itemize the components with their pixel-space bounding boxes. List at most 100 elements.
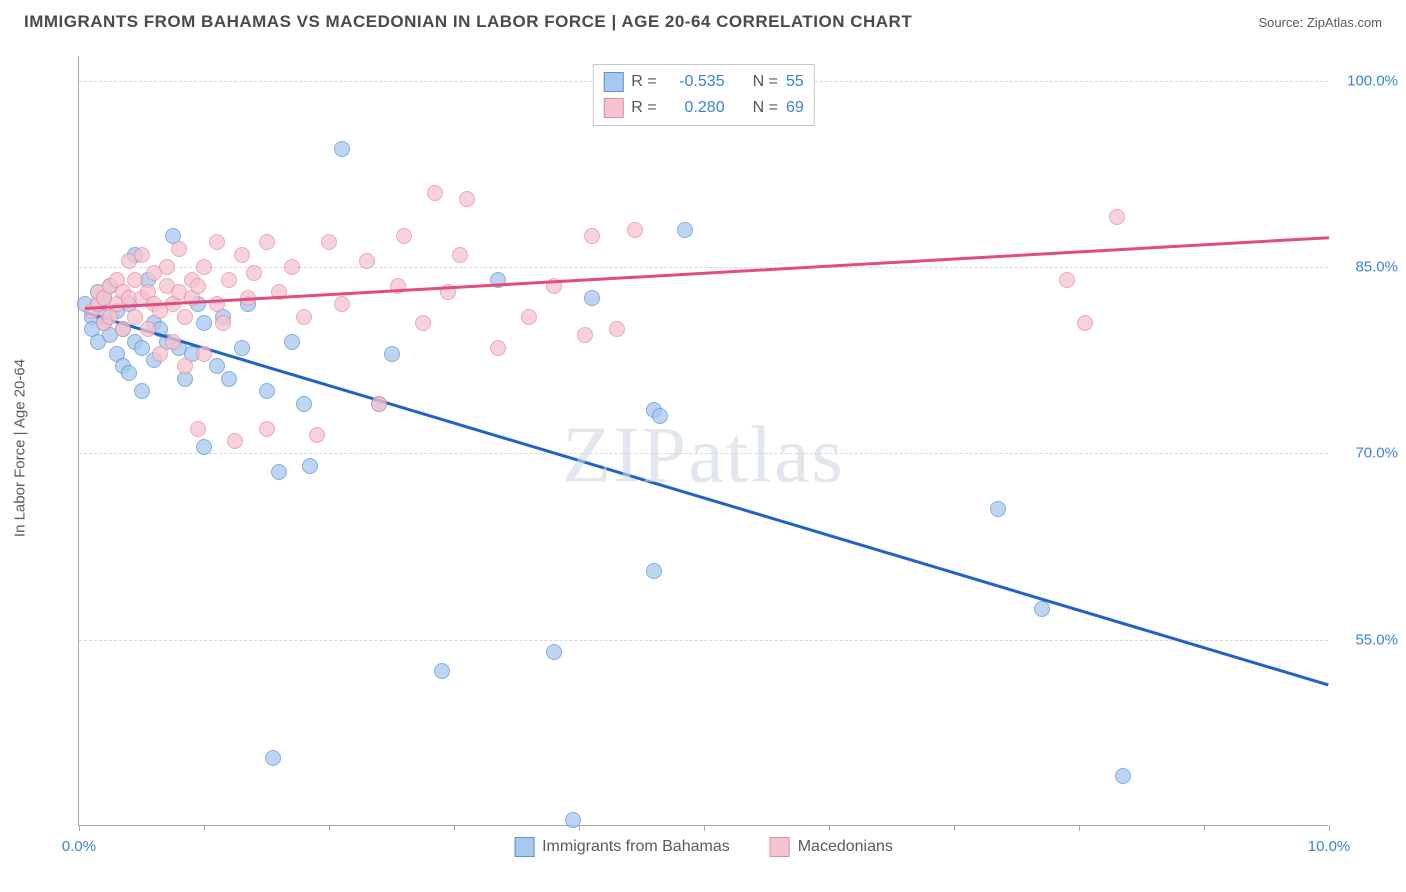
data-point-macedonians (1077, 315, 1093, 331)
x-tick (1204, 825, 1205, 831)
data-point-macedonians (115, 321, 131, 337)
legend-label-bahamas: Immigrants from Bahamas (542, 838, 730, 856)
data-point-bahamas (1115, 768, 1131, 784)
data-point-macedonians (396, 228, 412, 244)
x-tick (579, 825, 580, 831)
x-tick (1329, 825, 1330, 831)
data-point-macedonians (427, 185, 443, 201)
data-point-bahamas (677, 222, 693, 238)
data-point-bahamas (565, 812, 581, 828)
data-point-bahamas (1034, 601, 1050, 617)
data-point-bahamas (584, 290, 600, 306)
data-point-macedonians (490, 340, 506, 356)
data-point-bahamas (334, 141, 350, 157)
n-label: N = (753, 95, 778, 121)
chart-title: IMMIGRANTS FROM BAHAMAS VS MACEDONIAN IN… (24, 12, 912, 32)
x-tick-label-min: 0.0% (62, 838, 96, 855)
y-tick-label: 70.0% (1338, 445, 1398, 462)
data-point-macedonians (321, 234, 337, 250)
data-point-macedonians (577, 327, 593, 343)
data-point-macedonians (309, 427, 325, 443)
x-tick (829, 825, 830, 831)
data-point-macedonians (134, 247, 150, 263)
data-point-macedonians (152, 346, 168, 362)
data-point-bahamas (384, 346, 400, 362)
data-point-bahamas (646, 563, 662, 579)
legend-row-bahamas: R = -0.535 N = 55 (603, 69, 803, 95)
data-point-macedonians (584, 228, 600, 244)
x-tick (79, 825, 80, 831)
data-point-bahamas (990, 501, 1006, 517)
legend-item-bahamas: Immigrants from Bahamas (514, 837, 730, 857)
data-point-bahamas (134, 383, 150, 399)
data-point-macedonians (1059, 272, 1075, 288)
n-value-bahamas: 55 (786, 69, 804, 95)
data-point-bahamas (546, 644, 562, 660)
data-point-macedonians (209, 234, 225, 250)
x-tick (1079, 825, 1080, 831)
data-point-macedonians (1109, 209, 1125, 225)
data-point-bahamas (284, 334, 300, 350)
data-point-macedonians (296, 309, 312, 325)
gridline (79, 640, 1328, 641)
data-point-macedonians (196, 259, 212, 275)
data-point-bahamas (134, 340, 150, 356)
legend-label-macedonians: Macedonians (798, 838, 893, 856)
data-point-macedonians (177, 358, 193, 374)
y-tick-label: 85.0% (1338, 259, 1398, 276)
data-point-macedonians (227, 433, 243, 449)
r-value-bahamas: -0.535 (665, 69, 725, 95)
data-point-bahamas (296, 396, 312, 412)
data-point-macedonians (171, 241, 187, 257)
data-point-macedonians (127, 309, 143, 325)
data-point-bahamas (434, 663, 450, 679)
x-tick (454, 825, 455, 831)
data-point-macedonians (284, 259, 300, 275)
x-tick (954, 825, 955, 831)
data-point-macedonians (127, 272, 143, 288)
x-tick-label-max: 10.0% (1308, 838, 1351, 855)
data-point-macedonians (234, 247, 250, 263)
data-point-macedonians (196, 346, 212, 362)
data-point-bahamas (265, 750, 281, 766)
correlation-legend: R = -0.535 N = 55 R = 0.280 N = 69 (592, 64, 814, 126)
data-point-bahamas (271, 464, 287, 480)
gridline (79, 453, 1328, 454)
x-tick (704, 825, 705, 831)
data-point-macedonians (159, 259, 175, 275)
data-point-bahamas (234, 340, 250, 356)
data-point-bahamas (209, 358, 225, 374)
data-point-macedonians (190, 421, 206, 437)
data-point-macedonians (140, 321, 156, 337)
n-label: N = (753, 69, 778, 95)
y-tick-label: 55.0% (1338, 631, 1398, 648)
data-point-macedonians (459, 191, 475, 207)
swatch-bahamas-icon (514, 837, 534, 857)
plot-area: ZIPatlas R = -0.535 N = 55 R = 0.280 N =… (78, 56, 1328, 826)
data-point-macedonians (246, 265, 262, 281)
trend-line-bahamas (85, 311, 1329, 686)
series-legend: Immigrants from Bahamas Macedonians (514, 837, 893, 857)
data-point-bahamas (196, 315, 212, 331)
data-point-macedonians (190, 278, 206, 294)
data-point-macedonians (371, 396, 387, 412)
watermark-text: ZIPatlas (562, 410, 845, 501)
data-point-bahamas (221, 371, 237, 387)
legend-row-macedonians: R = 0.280 N = 69 (603, 95, 803, 121)
x-tick (329, 825, 330, 831)
chart-container: In Labor Force | Age 20-64 ZIPatlas R = … (50, 48, 1390, 848)
data-point-bahamas (121, 365, 137, 381)
swatch-bahamas-icon (603, 72, 623, 92)
data-point-macedonians (165, 334, 181, 350)
data-point-macedonians (259, 234, 275, 250)
data-point-bahamas (302, 458, 318, 474)
swatch-macedonians-icon (603, 98, 623, 118)
data-point-macedonians (259, 421, 275, 437)
data-point-macedonians (609, 321, 625, 337)
data-point-macedonians (415, 315, 431, 331)
r-label: R = (631, 95, 656, 121)
data-point-macedonians (334, 296, 350, 312)
data-point-macedonians (359, 253, 375, 269)
gridline (79, 267, 1328, 268)
swatch-macedonians-icon (770, 837, 790, 857)
